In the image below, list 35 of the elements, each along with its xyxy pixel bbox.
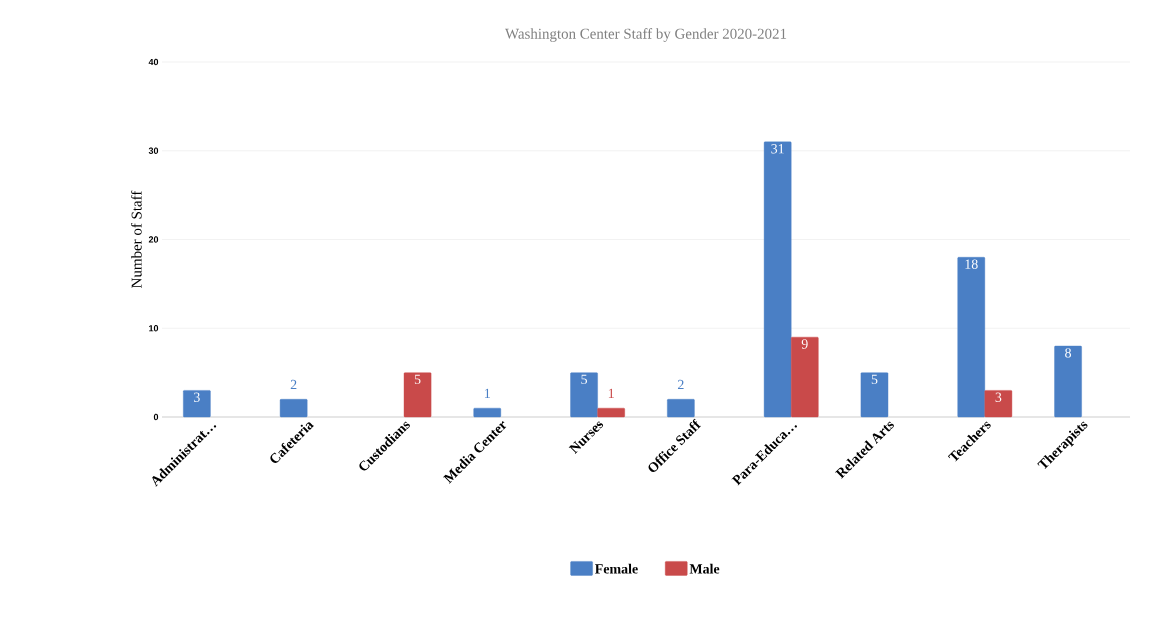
bar xyxy=(183,390,211,418)
data-label: 2 xyxy=(290,379,297,390)
data-label: 1 xyxy=(608,388,614,398)
data-label: 5 xyxy=(581,374,588,385)
y-tick-label: 0 xyxy=(153,413,159,421)
legend-label: Female xyxy=(595,563,638,574)
bar xyxy=(1054,345,1082,418)
y-tick-label: 30 xyxy=(148,147,159,154)
y-axis-title: Number of Staff xyxy=(131,190,142,288)
bar xyxy=(473,407,502,418)
bar xyxy=(763,141,792,418)
legend-label: Male xyxy=(689,563,720,574)
chart-title: Washington Center Staff by Gender 2020-2021 xyxy=(505,28,787,42)
bar xyxy=(597,407,625,418)
data-label: 5 xyxy=(871,374,878,385)
bar xyxy=(403,372,432,418)
y-tick-label: 40 xyxy=(148,58,159,66)
data-label: 5 xyxy=(414,374,421,385)
bar xyxy=(570,372,598,418)
bar xyxy=(791,336,819,418)
bar xyxy=(984,390,1013,418)
bar xyxy=(667,399,695,418)
bar xyxy=(860,372,889,418)
data-label: 18 xyxy=(965,259,978,269)
data-label: 31 xyxy=(771,144,784,154)
data-label: 3 xyxy=(995,392,1002,402)
bar xyxy=(957,257,986,418)
data-label: 2 xyxy=(677,379,684,390)
bar xyxy=(279,399,308,418)
data-label: 8 xyxy=(1065,348,1072,358)
data-label: 3 xyxy=(194,392,200,402)
y-tick-label: 10 xyxy=(149,325,159,332)
data-label: 1 xyxy=(484,388,490,398)
y-tick-label: 20 xyxy=(148,236,159,243)
data-label: 9 xyxy=(801,339,808,349)
